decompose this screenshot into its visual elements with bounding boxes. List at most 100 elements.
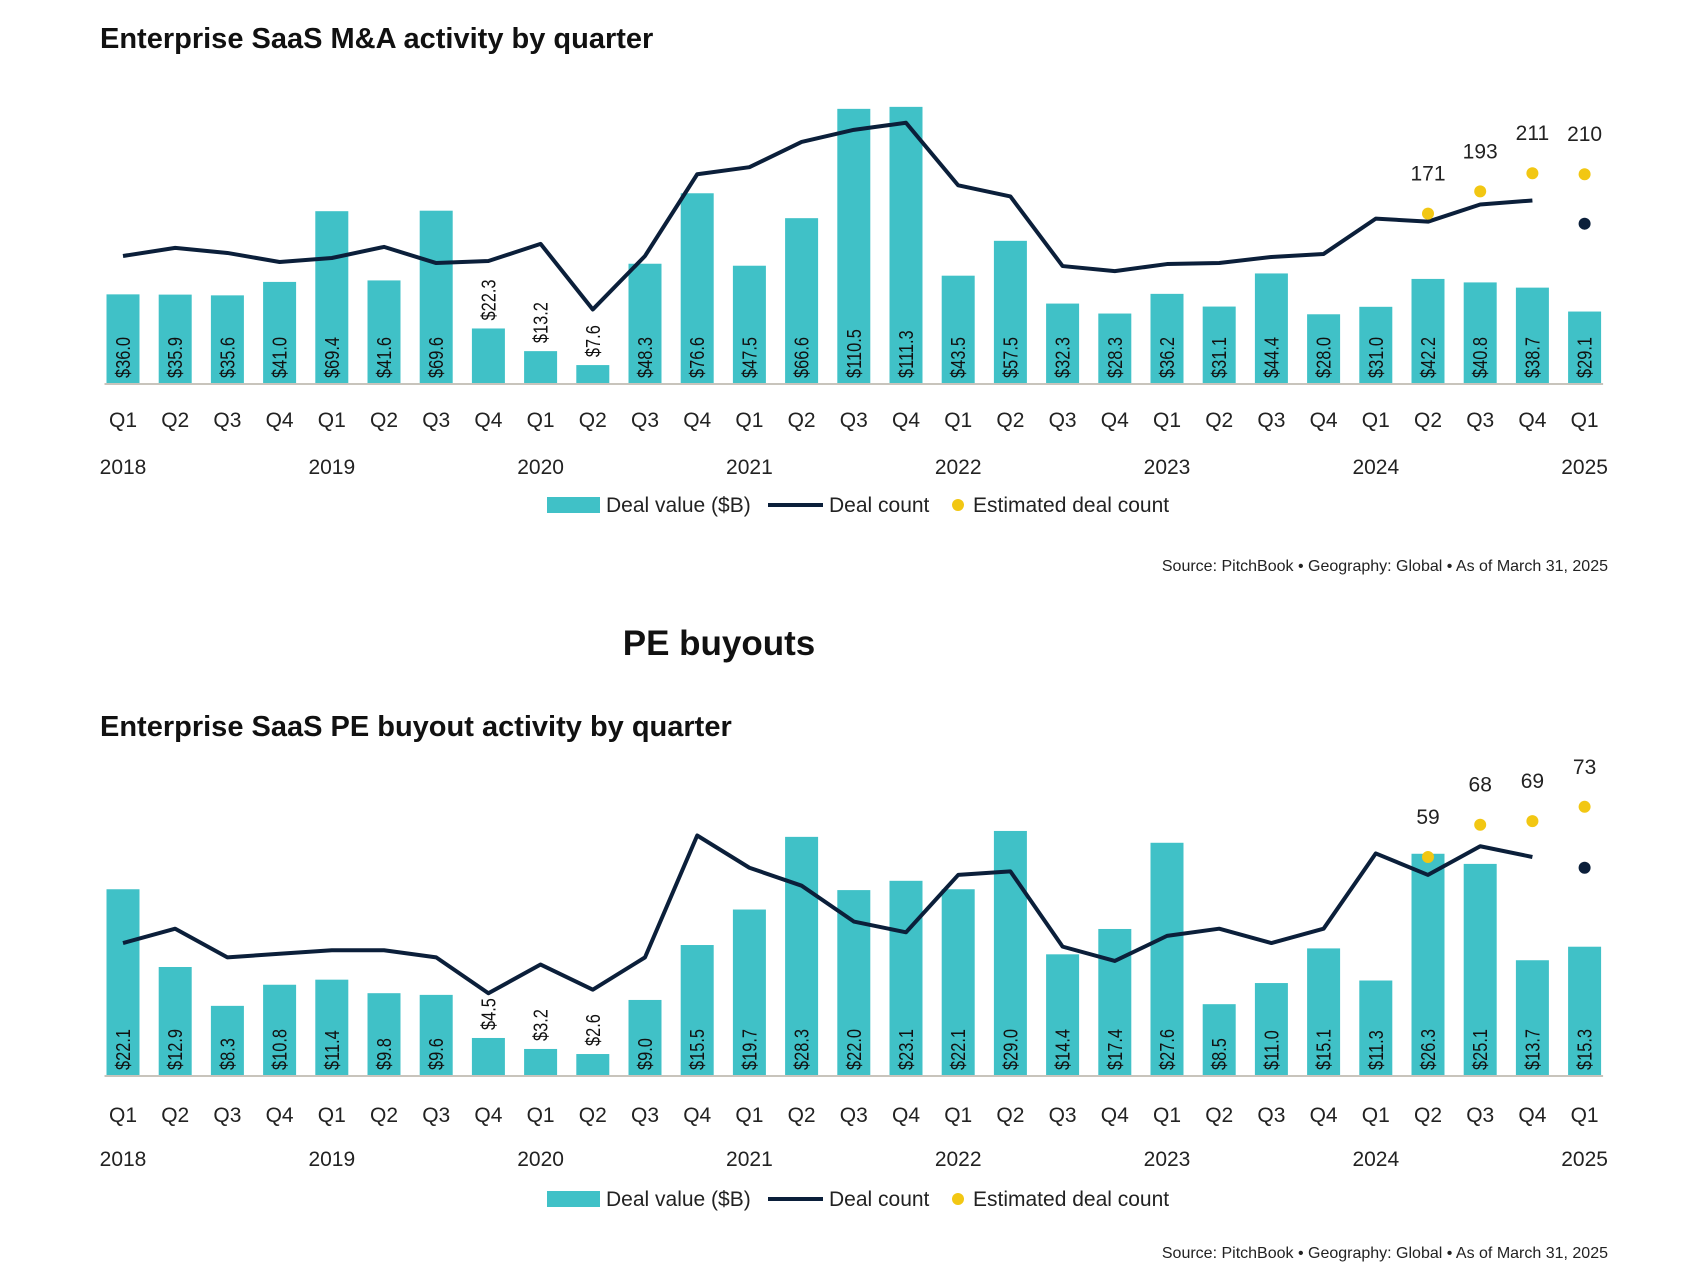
- bar: [367, 280, 401, 384]
- x-tick-quarter: Q4: [1101, 1104, 1129, 1127]
- section-title: PE buyouts: [623, 624, 816, 663]
- bar: [158, 294, 192, 384]
- bar: [1254, 273, 1288, 384]
- bar-value-label: $15.5: [686, 1029, 709, 1070]
- x-tick-quarter: Q2: [996, 409, 1024, 432]
- bar-value-label: $9.8: [372, 1038, 395, 1070]
- x-tick-quarter: Q3: [631, 409, 659, 432]
- x-tick-quarter: Q1: [944, 409, 972, 432]
- chart-1-title: Enterprise SaaS M&A activity by quarter: [100, 23, 653, 55]
- bar-value-label: $8.5: [1208, 1038, 1231, 1070]
- x-tick-quarter: Q1: [527, 409, 555, 432]
- bar-value-label: $36.2: [1155, 337, 1178, 378]
- legend-deal-value: Deal value ($B): [606, 1188, 751, 1211]
- bar: [628, 999, 662, 1076]
- x-tick-quarter: Q1: [1571, 409, 1599, 432]
- x-tick-quarter: Q2: [996, 1104, 1024, 1127]
- bar: [106, 294, 140, 384]
- x-tick-quarter: Q3: [1466, 409, 1494, 432]
- bar: [785, 836, 819, 1076]
- bar-value-label: $48.3: [633, 337, 656, 378]
- estimated-deal-count-label: 171: [1410, 163, 1445, 186]
- bar: [837, 108, 871, 384]
- bar-value-label: $69.6: [425, 337, 448, 378]
- bar: [210, 1005, 244, 1076]
- estimated-deal-count-point: [1422, 851, 1434, 863]
- legend-deal-value: Deal value ($B): [606, 494, 751, 517]
- bar: [1098, 313, 1132, 384]
- estimated-deal-count-label: 68: [1469, 774, 1492, 797]
- x-tick-quarter: Q4: [1518, 1104, 1546, 1127]
- bar-value-label: $9.0: [633, 1038, 656, 1070]
- bar-value-label: $3.2: [529, 1009, 552, 1041]
- bar: [576, 365, 610, 384]
- x-tick-quarter: Q4: [892, 1104, 920, 1127]
- x-tick-year: 2025: [1561, 456, 1608, 479]
- bar-value-label: $27.6: [1155, 1029, 1178, 1070]
- x-tick-quarter: Q3: [422, 409, 450, 432]
- deal-count-point-latest: [1578, 217, 1591, 230]
- bar-value-label: $26.3: [1416, 1029, 1439, 1070]
- x-tick-year: 2024: [1352, 1148, 1399, 1171]
- chart-2-source: Source: PitchBook • Geography: Global • …: [1162, 1245, 1608, 1262]
- x-tick-year: 2021: [726, 1148, 773, 1171]
- bar-value-label: $2.6: [581, 1014, 604, 1046]
- bar-value-label: $17.4: [1103, 1029, 1126, 1070]
- estimated-deal-count-label: 193: [1463, 140, 1498, 163]
- bar-value-label: $11.4: [320, 1030, 343, 1070]
- bar: [1568, 311, 1602, 384]
- bar: [785, 218, 819, 384]
- x-tick-quarter: Q1: [1153, 1104, 1181, 1127]
- bar-value-label: $44.4: [1260, 337, 1283, 378]
- x-tick-quarter: Q2: [579, 1104, 607, 1127]
- x-tick-quarter: Q2: [370, 409, 398, 432]
- bar-value-label: $13.7: [1521, 1029, 1544, 1070]
- estimated-deal-count-label: 211: [1516, 122, 1549, 145]
- bar: [576, 1054, 610, 1076]
- x-tick-quarter: Q1: [318, 409, 346, 432]
- bar-value-label: $31.1: [1208, 337, 1231, 378]
- estimated-deal-count-label: 69: [1521, 770, 1544, 793]
- bar-value-label: $28.3: [790, 1029, 813, 1070]
- x-tick-quarter: Q3: [422, 1104, 450, 1127]
- bar: [1150, 842, 1184, 1076]
- bar-value-label: $110.5: [842, 329, 865, 378]
- bar-value-label: $111.3: [894, 330, 917, 378]
- bar: [419, 210, 453, 384]
- bar-value-label: $4.5: [477, 998, 500, 1030]
- legend-dot-swatch: [952, 499, 964, 511]
- x-tick-year: 2018: [100, 1148, 147, 1171]
- bar: [471, 1037, 505, 1076]
- bar-value-label: $22.3: [477, 279, 500, 320]
- x-tick-quarter: Q1: [735, 409, 763, 432]
- legend: Deal value ($B) Deal count Estimated deal …: [547, 494, 1169, 517]
- bar: [315, 211, 349, 384]
- bar-value-label: $15.3: [1573, 1029, 1596, 1070]
- x-tick-quarter: Q1: [1571, 1104, 1599, 1127]
- bar: [941, 275, 975, 384]
- legend: Deal value ($B) Deal count Estimated deal …: [547, 1188, 1169, 1211]
- bar: [732, 265, 766, 384]
- x-tick-year: 2024: [1352, 456, 1399, 479]
- x-tick-quarter: Q4: [683, 1104, 711, 1127]
- bar-value-label: $32.3: [1051, 337, 1074, 378]
- x-tick-quarter: Q3: [840, 409, 868, 432]
- legend-bar-swatch: [547, 497, 600, 513]
- bar-value-label: $69.4: [320, 337, 343, 378]
- estimated-deal-count-point: [1578, 800, 1591, 813]
- x-tick-quarter: Q3: [213, 1104, 241, 1127]
- legend-bar-swatch: [547, 1191, 600, 1207]
- x-tick-quarter: Q2: [788, 1104, 816, 1127]
- bar-value-label: $57.5: [999, 337, 1022, 378]
- bar: [1568, 946, 1602, 1076]
- x-tick-quarter: Q2: [1414, 1104, 1442, 1127]
- x-tick-quarter: Q1: [109, 409, 137, 432]
- x-tick-quarter: Q1: [735, 1104, 763, 1127]
- bar-value-label: $7.6: [581, 325, 604, 357]
- bar-value-label: $8.3: [216, 1038, 239, 1070]
- estimated-deal-count-point: [1474, 185, 1487, 198]
- x-tick-quarter: Q2: [579, 409, 607, 432]
- bar: [889, 106, 923, 384]
- bar-value-label: $22.1: [947, 1029, 970, 1070]
